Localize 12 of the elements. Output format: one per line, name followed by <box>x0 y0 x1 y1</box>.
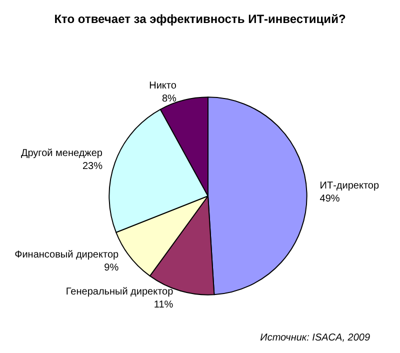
slice-label: Другой менеджер <box>20 148 103 159</box>
data-label: 9% <box>104 262 119 274</box>
slice-label: Финансовый директор <box>14 249 120 260</box>
data-label: 8% <box>162 94 177 105</box>
chart-title: Кто отвечает за эффективность ИТ-инвестиций? <box>54 12 346 26</box>
data-label: 11% <box>154 300 174 311</box>
text: Источник: ISACA, 2009 <box>260 332 370 344</box>
slice-label: Никто <box>149 80 177 92</box>
slice-label: Генеральный директор <box>66 286 174 298</box>
data-label: 49% <box>320 194 340 205</box>
data-label: 23% <box>82 160 103 172</box>
slice-label: ИТ-директор <box>320 180 380 192</box>
